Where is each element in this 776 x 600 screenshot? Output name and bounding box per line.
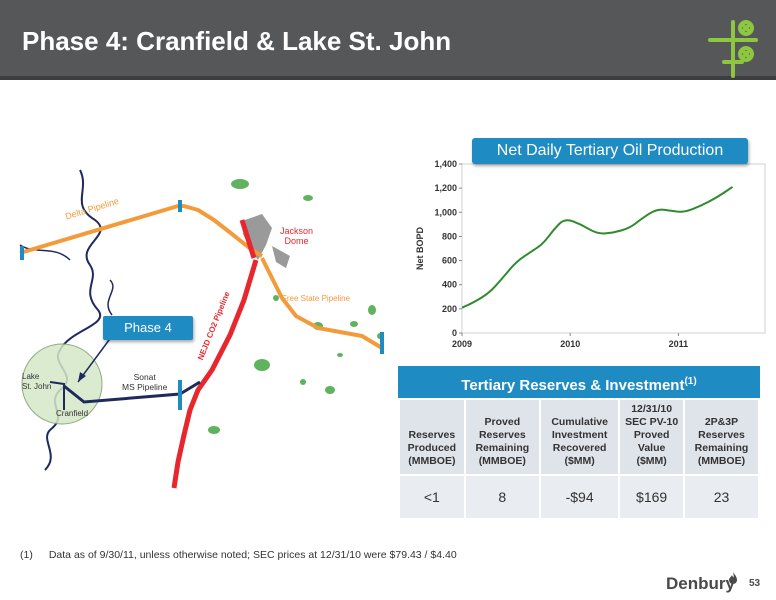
table-title-sup: (1) (684, 376, 697, 387)
map-label-sonat: Sonat MS Pipeline (122, 372, 168, 392)
cell-reserves-produced: <1 (400, 474, 464, 518)
table-row: <1 8 -$94 $169 23 (400, 474, 758, 518)
wellhead-logo-icon (708, 20, 758, 78)
map-label-free-state: Free State Pipeline (282, 294, 351, 303)
header-underline (0, 76, 776, 80)
production-chart: 0 200 400 600 800 1,000 1,200 1,400 2009 2010 2011… (415, 159, 766, 349)
y-tick-label: 1,000 (434, 207, 457, 217)
col-header-2p3p: 2P&3P Reserves Remaining (MMBOE) (684, 400, 758, 474)
x-tick-label: 2010 (560, 339, 580, 349)
x-tick-label: 2011 (669, 339, 689, 349)
footnote-text: Data as of 9/30/11, unless otherwise not… (48, 549, 457, 561)
plot-area (461, 163, 766, 334)
delta-pipeline (19, 204, 264, 258)
map-label-lake-st-john: Lake St. John (22, 372, 52, 391)
table-title-text: Tertiary Reserves & Investment (461, 377, 685, 394)
footnote: (1) Data as of 9/30/11, unless otherwise … (20, 549, 457, 561)
y-axis-label: Net BOPD (415, 227, 425, 271)
y-tick-label: 200 (442, 304, 457, 314)
reserves-grid: Reserves Produced (MMBOE) Proved Reserve… (398, 400, 760, 518)
page-number: 53 (749, 578, 761, 589)
footnote-number: (1) (20, 549, 33, 561)
col-header-pv10: 12/31/10 SEC PV-10 Proved Value ($MM) (620, 400, 683, 474)
cell-2p3p: 23 (684, 474, 758, 518)
y-tick-label: 800 (442, 231, 457, 241)
cell-proved-reserves: 8 (465, 474, 539, 518)
y-tick-label: 0 (452, 328, 457, 338)
col-header-reserves-produced: Reserves Produced (MMBOE) (400, 400, 464, 474)
denbury-logo: Denbury (666, 574, 735, 593)
y-tick-label: 600 (442, 256, 457, 266)
sonat-pipeline (63, 380, 201, 404)
y-tick-label: 400 (442, 280, 457, 290)
y-tick-label: 1,200 (434, 183, 457, 193)
phase4-callout: Phase 4 (103, 316, 193, 340)
cell-cumulative-investment: -$94 (540, 474, 619, 518)
free-state-pipeline (260, 257, 384, 350)
pipeline-map (19, 169, 384, 489)
page-title: Phase 4: Cranfield & Lake St. John (22, 26, 452, 56)
table-header-row: Reserves Produced (MMBOE) Proved Reserve… (400, 400, 758, 474)
col-header-proved-reserves: Proved Reserves Remaining (MMBOE) (465, 400, 539, 474)
y-tick-label: 1,400 (434, 159, 457, 169)
x-tick-label: 2009 (452, 339, 472, 349)
chart-title: Net Daily Tertiary Oil Production (472, 138, 748, 164)
col-header-cumulative-investment: Cumulative Investment Recovered ($MM) (540, 400, 619, 474)
reserves-table: Tertiary Reserves & Investment(1) Reserv… (398, 366, 760, 521)
flame-icon (729, 572, 737, 584)
cell-pv10: $169 (620, 474, 683, 518)
table-title: Tertiary Reserves & Investment(1) (398, 366, 760, 398)
header-bar (0, 0, 776, 80)
nejd-pipeline (171, 259, 259, 489)
production-line (461, 186, 734, 309)
map-label-cranfield: Cranfield (56, 409, 89, 418)
map-label-jackson-dome: Jackson Dome (280, 226, 314, 246)
